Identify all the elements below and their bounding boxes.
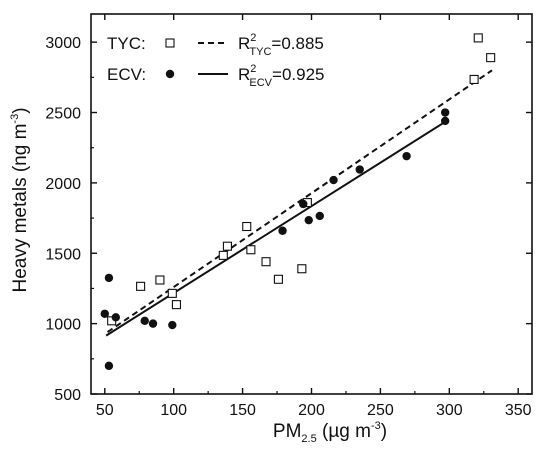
legend-label-tyc: TYC: [107,34,146,53]
x-axis-title-unit-superscript: -3 [371,420,381,432]
fit-line-tyc [106,69,493,333]
data-point-tyc [222,241,232,251]
y-tick-label: 3000 [45,35,81,52]
data-point-ecv [100,309,109,318]
r2-prefix: R [238,65,250,84]
r2-prefix: R [238,34,250,53]
fit-line-ecv [105,120,448,337]
data-point-ecv [355,165,364,174]
data-point-ecv [304,215,313,225]
x-axis-title-main: PM [273,421,302,442]
y-axis-title: Heavy metals (ng m-3) [9,107,31,292]
data-point-tyc [246,245,256,255]
legend-marker-ecv [165,69,175,79]
data-point-tyc [486,53,496,63]
data-point-ecv [140,316,149,326]
x-tick-label: 150 [229,402,256,419]
y-axis-title-main: Heavy metals (ng m [10,124,31,293]
data-point-tyc [218,250,228,260]
x-tick-label: 100 [160,402,187,419]
data-point-ecv [299,199,308,209]
x-axis-title: PM2.5 (µg m-3) [273,420,387,445]
axis-ticks: 50 100 150 200 250 300 350 500 1000 1500 2000 2500 3… [45,14,532,419]
data-point-ecv [168,320,177,330]
data-point-tyc [155,275,165,285]
y-tick-label: 1500 [45,246,81,263]
y-tick-label: 500 [54,387,81,404]
y-axis-title-close: ) [10,107,31,113]
data-point-tyc [242,221,252,232]
data-point-ecv [104,361,114,371]
r2-subscript: ECV [249,77,272,89]
r2-superscript: 2 [250,63,256,75]
y-tick-label: 2500 [45,106,81,123]
x-axis-title-open: ( [317,421,329,442]
x-tick-label: 350 [505,402,532,419]
data-point-ecv [440,108,450,117]
data-point-tyc [469,74,479,84]
data-point-ecv [278,226,287,235]
x-tick-label: 300 [436,402,463,419]
legend-r2-tyc: R2 TYC=0.885 [238,32,324,58]
data-point-ecv [329,175,338,185]
data-point-tyc [297,264,307,274]
x-tick-label: 50 [96,402,114,419]
legend-label-ecv: ECV: [107,65,146,84]
data-point-tyc [273,274,283,284]
r2-value: =0.885 [271,34,323,53]
legend-marker-tyc [165,38,175,48]
legend-r2-ecv: R2 ECV=0.925 [238,63,325,89]
data-point-tyc [473,33,483,43]
data-point-ecv [104,273,114,283]
r2-subscript: TYC [249,46,271,58]
data-point-tyc [261,257,271,267]
x-axis-title-subscript: 2.5 [301,433,316,445]
data-point-tyc [167,288,177,298]
x-tick-label: 200 [298,402,325,419]
r2-value: =0.925 [272,65,324,84]
data-point-ecv [148,319,158,328]
r2-superscript: 2 [250,32,256,44]
x-tick-label: 250 [367,402,394,419]
y-axis-title-superscript: -3 [9,114,21,124]
regression-lines [105,69,493,337]
y-tick-label: 2000 [45,176,81,193]
y-tick-label: 1000 [45,317,81,334]
x-axis-title-close: ) [381,421,387,442]
data-point-tyc [171,300,181,310]
data-point-tyc [136,281,146,291]
data-point-ecv [440,116,450,126]
x-axis-title-unit: µg m [328,421,371,442]
data-point-ecv [111,313,121,322]
data-point-ecv [315,211,324,221]
data-markers [100,33,496,371]
data-point-ecv [402,151,411,161]
